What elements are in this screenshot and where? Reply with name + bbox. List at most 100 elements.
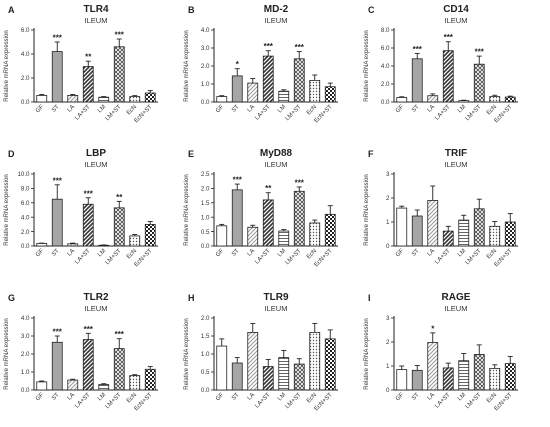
x-tick-label: LM+ST: [285, 248, 303, 266]
y-tick-label: 3.0: [21, 333, 30, 340]
y-tick-label: 2.0: [21, 229, 30, 236]
bar-gf: [396, 369, 408, 391]
x-tick-label: LA+ST: [74, 104, 92, 122]
x-tick-label: EcN: [126, 392, 138, 404]
y-tick-label: 2: [386, 339, 390, 346]
x-tick-label: EcN: [306, 104, 318, 116]
x-tick-label: GF: [35, 104, 45, 114]
x-tick-label: LA+ST: [74, 248, 92, 266]
x-tick-label: ST: [411, 248, 421, 258]
y-tick-label: 2.0: [201, 186, 210, 193]
bar-la: [67, 379, 79, 391]
bar-st: [411, 215, 423, 247]
x-tick-label: GF: [215, 392, 225, 402]
significance-label: ***: [475, 48, 485, 57]
chart-title: TRIF: [445, 148, 467, 159]
x-tick-label: LM: [97, 392, 107, 402]
bar-ecn-plus-st: [144, 92, 156, 103]
bar-lm: [458, 219, 470, 247]
bar-la: [247, 331, 259, 391]
y-tick-label: 4.0: [21, 51, 30, 58]
y-tick-label: 3: [386, 171, 390, 178]
bar-la: [427, 342, 439, 391]
x-tick-label: GF: [215, 248, 225, 258]
x-tick-label: EcN: [126, 248, 138, 260]
bar-ecn: [309, 80, 321, 103]
bar-ecn: [489, 225, 501, 247]
y-tick-label: 8.0: [21, 186, 30, 193]
bar-ecn-plus-st: [144, 368, 156, 391]
x-tick-label: ST: [51, 392, 61, 402]
y-tick-label: 0.5: [201, 369, 210, 376]
x-tick-label: ST: [51, 248, 61, 258]
chart-title: RAGE: [442, 292, 471, 303]
y-tick-label: 6.0: [21, 27, 30, 34]
y-tick-label: 0.0: [381, 99, 390, 106]
y-tick-label: 8.0: [381, 27, 390, 34]
y-tick-label: 0.0: [201, 243, 210, 250]
x-tick-label: GF: [35, 248, 45, 258]
significance-label: ***: [233, 176, 243, 185]
bar-ecn: [309, 331, 321, 391]
y-tick-label: 0: [386, 387, 390, 394]
bar-la-plus-st: [262, 55, 274, 103]
x-tick-label: LM+ST: [465, 392, 483, 410]
x-tick-label: LM+ST: [105, 392, 123, 410]
bar-st: [51, 51, 63, 103]
x-tick-label: LA: [67, 104, 76, 113]
chart-title: TLR9: [264, 292, 289, 303]
bar-lm: [98, 244, 110, 247]
bar-lm: [458, 360, 470, 391]
bar-lm: [98, 384, 110, 391]
bar-ecn: [129, 235, 141, 247]
bar-ecn-plus-st: [324, 338, 336, 391]
x-tick-label: LA: [67, 248, 76, 257]
x-tick-label: EcN: [126, 104, 138, 116]
chart-subtitle: ILEUM: [265, 304, 288, 313]
significance-label: ***: [264, 42, 274, 51]
chart-subtitle: ILEUM: [445, 304, 468, 313]
bar-lm-plus-st: [293, 363, 305, 391]
bar-st: [231, 189, 243, 247]
y-tick-label: 0.0: [201, 387, 210, 394]
significance-label: **: [116, 193, 123, 202]
significance-label: *: [431, 324, 435, 333]
y-tick-label: 2.0: [201, 315, 210, 322]
chart-subtitle: ILEUM: [265, 16, 288, 25]
y-tick-label: 4.0: [21, 214, 30, 221]
y-tick-label: 1: [386, 219, 390, 226]
panel-letter: B: [188, 5, 195, 15]
panel-letter: E: [188, 149, 194, 159]
bar-la-plus-st: [442, 50, 454, 103]
bar-la-plus-st: [82, 339, 94, 391]
x-tick-label: EcN: [486, 104, 498, 116]
y-tick-label: 3.0: [201, 45, 210, 52]
panel-letter: H: [188, 293, 195, 303]
chart-title: CD14: [443, 4, 469, 15]
y-tick-label: 6.0: [381, 45, 390, 52]
x-tick-label: GF: [35, 392, 45, 402]
bar-lm: [98, 96, 110, 103]
y-axis-label: Relative mRNA expression: [4, 318, 10, 389]
bar-lm-plus-st: [293, 190, 305, 247]
bar-ecn: [129, 375, 141, 391]
significance-label: ***: [53, 328, 63, 337]
x-tick-label: ST: [231, 248, 241, 258]
bar-la: [67, 95, 79, 103]
bar-lm-plus-st: [113, 207, 125, 247]
bar-ecn-plus-st: [324, 213, 336, 247]
bar-la-plus-st: [262, 199, 274, 247]
bar-st: [231, 362, 243, 391]
x-tick-label: ST: [411, 104, 421, 114]
bar-lm: [278, 230, 290, 247]
bar-st: [51, 198, 63, 247]
bar-la: [67, 243, 79, 247]
x-tick-label: LM: [97, 104, 107, 114]
x-tick-label: LA+ST: [434, 248, 452, 266]
